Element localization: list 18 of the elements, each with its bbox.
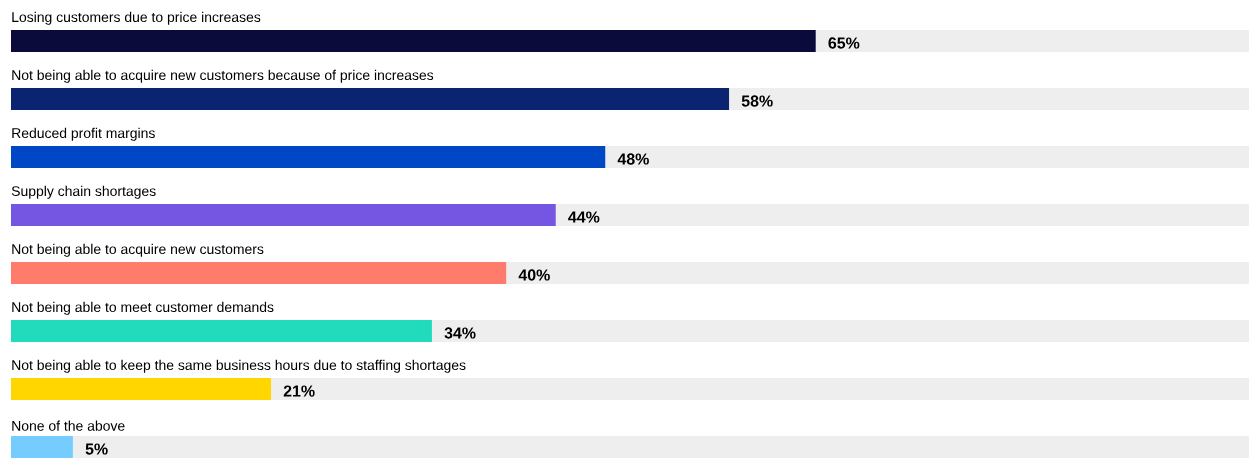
bar xyxy=(11,436,73,458)
y-tick-label: Not being able to keep the same business hours due to staffing shortages xyxy=(12,359,466,373)
data-label: 48% xyxy=(617,153,649,165)
y-tick-label: Not being able to acquire new customers xyxy=(12,243,264,257)
data-label: 34% xyxy=(444,327,476,339)
data-label: 44% xyxy=(568,211,600,223)
y-tick-label: Losing customers due to price increases xyxy=(12,11,261,25)
bar xyxy=(11,378,271,401)
y-tick-label: Supply chain shortages xyxy=(11,185,156,199)
y-tick-label: None of the above xyxy=(12,420,125,431)
data-label: 40% xyxy=(518,269,550,281)
data-label: 5% xyxy=(85,443,108,455)
y-tick-label: Not being able to acquire new customers because of price increases xyxy=(12,69,434,83)
y-tick-label: Reduced profit margins xyxy=(12,127,155,141)
data-label: 21% xyxy=(283,385,315,397)
data-label: 65% xyxy=(828,37,860,49)
data-label: 58% xyxy=(741,95,773,107)
y-tick-label: Not being able to meet customer demands xyxy=(12,301,274,315)
